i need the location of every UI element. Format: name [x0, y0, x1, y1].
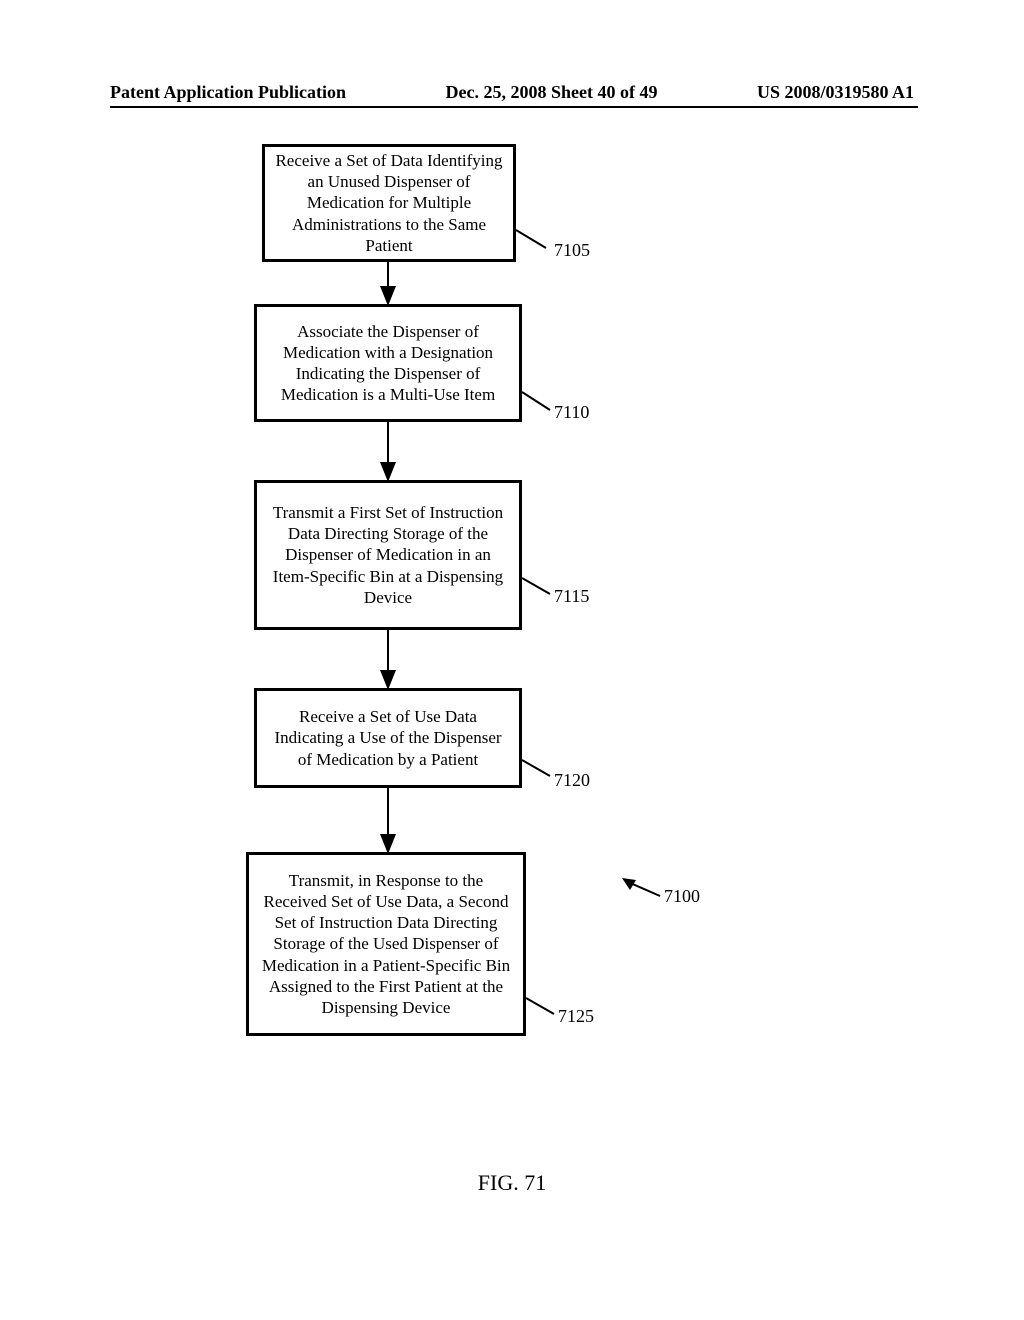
- leader-7125: [526, 998, 554, 1014]
- flow-box-text: Receive a Set of Use Data Indicating a U…: [267, 706, 509, 770]
- header-right: US 2008/0319580 A1: [757, 82, 914, 103]
- ref-7110: 7110: [554, 402, 589, 423]
- flow-box-text: Transmit, in Response to the Received Se…: [259, 870, 513, 1019]
- flow-box-7105: Receive a Set of Data Identifying an Unu…: [262, 144, 516, 262]
- header-center: Dec. 25, 2008 Sheet 40 of 49: [446, 82, 658, 103]
- flow-box-7115: Transmit a First Set of Instruction Data…: [254, 480, 522, 630]
- flow-box-text: Transmit a First Set of Instruction Data…: [267, 502, 509, 608]
- flow-box-7120: Receive a Set of Use Data Indicating a U…: [254, 688, 522, 788]
- leader-7100: [622, 878, 660, 896]
- leader-7120: [522, 760, 550, 776]
- flow-box-7110: Associate the Dispenser of Medication wi…: [254, 304, 522, 422]
- ref-7100: 7100: [664, 886, 700, 907]
- flow-box-text: Associate the Dispenser of Medication wi…: [267, 321, 509, 406]
- leader-7115: [522, 578, 550, 594]
- ref-7115: 7115: [554, 586, 589, 607]
- ref-7120: 7120: [554, 770, 590, 791]
- ref-7105: 7105: [554, 240, 590, 261]
- header-left: Patent Application Publication: [110, 82, 346, 103]
- ref-7125: 7125: [558, 1006, 594, 1027]
- patent-header: Patent Application Publication Dec. 25, …: [0, 82, 1024, 103]
- leader-7110: [522, 392, 550, 410]
- flow-box-text: Receive a Set of Data Identifying an Unu…: [275, 150, 503, 256]
- figure-label: FIG. 71: [0, 1170, 1024, 1196]
- header-rule: [110, 106, 918, 108]
- leader-7105: [516, 230, 546, 248]
- flow-box-7125: Transmit, in Response to the Received Se…: [246, 852, 526, 1036]
